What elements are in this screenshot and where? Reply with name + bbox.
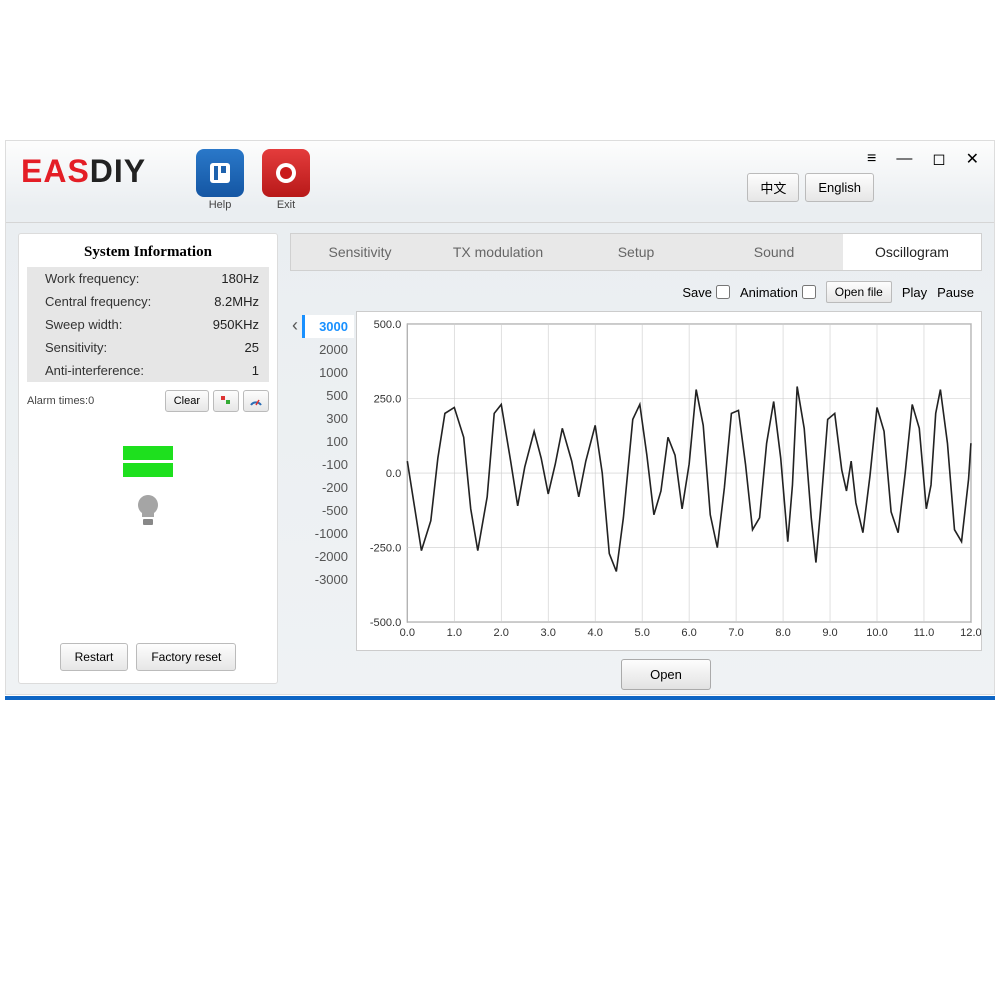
- y-scale-item[interactable]: 2000: [302, 338, 354, 361]
- y-scale-item[interactable]: 500: [302, 384, 354, 407]
- chart-controls: Save Animation Open file Play Pause: [290, 271, 982, 311]
- gauge-icon-button[interactable]: [243, 390, 269, 412]
- y-scale-item[interactable]: -2000: [302, 545, 354, 568]
- sys-row: Sweep width:950KHz: [27, 313, 269, 336]
- svg-text:5.0: 5.0: [634, 627, 649, 639]
- exit-button[interactable]: Exit: [262, 149, 310, 211]
- gauge-icon: [249, 395, 263, 407]
- svg-text:12.0: 12.0: [960, 627, 981, 639]
- svg-text:0.0: 0.0: [400, 627, 415, 639]
- flag-icon-button[interactable]: [213, 390, 239, 412]
- y-scale-item[interactable]: -100: [302, 453, 354, 476]
- logo-part1: EAS: [21, 153, 90, 189]
- exit-label: Exit: [262, 199, 310, 211]
- system-info-title: System Information: [19, 240, 277, 267]
- svg-text:6.0: 6.0: [681, 627, 696, 639]
- header: EASDIY Help Exit 中文 English: [6, 141, 994, 223]
- clear-button[interactable]: Clear: [165, 390, 209, 412]
- play-button[interactable]: Play: [902, 285, 927, 300]
- system-info-table: Work frequency:180Hz Central frequency:8…: [27, 267, 269, 382]
- app-window: ≡ — ◻ ✕ EASDIY Help Exit 中文 Englis: [5, 140, 995, 695]
- oscillogram-chart: 0.0 1.0 2.0 3.0 4.0 5.0 6.0 7.0 8.0 9.0 10.0 11.0 12…: [356, 311, 982, 651]
- help-label: Help: [196, 199, 244, 211]
- svg-text:9.0: 9.0: [822, 627, 837, 639]
- open-button-row: Open: [350, 659, 982, 690]
- collapse-caret-icon[interactable]: ‹: [290, 311, 300, 340]
- svg-text:4.0: 4.0: [587, 627, 602, 639]
- y-scale-item[interactable]: 300: [302, 407, 354, 430]
- tab-sensitivity[interactable]: Sensitivity: [291, 234, 429, 270]
- sidebar: System Information Work frequency:180Hz …: [18, 233, 278, 684]
- svg-text:0.0: 0.0: [386, 468, 401, 480]
- y-scale-item[interactable]: -3000: [302, 568, 354, 591]
- main-area: Sensitivity TX modulation Setup Sound Os…: [290, 233, 982, 684]
- logo-part2: DIY: [90, 153, 146, 189]
- sys-row: Work frequency:180Hz: [27, 267, 269, 290]
- tabs: Sensitivity TX modulation Setup Sound Os…: [290, 233, 982, 271]
- svg-text:-500.0: -500.0: [370, 617, 401, 629]
- green-indicator: [123, 446, 173, 460]
- y-scale-item[interactable]: -200: [302, 476, 354, 499]
- alarm-label: Alarm times:0: [27, 395, 94, 407]
- svg-text:1.0: 1.0: [447, 627, 462, 639]
- header-icons: Help Exit: [196, 149, 310, 211]
- y-scale-item[interactable]: 3000: [302, 315, 354, 338]
- flag-icon: [220, 395, 232, 407]
- sys-row: Sensitivity:25: [27, 336, 269, 359]
- green-indicator: [123, 463, 173, 477]
- animation-checkbox[interactable]: Animation: [740, 285, 816, 300]
- svg-text:11.0: 11.0: [914, 627, 935, 639]
- tab-tx-modulation[interactable]: TX modulation: [429, 234, 567, 270]
- sidebar-bottom-buttons: Restart Factory reset: [19, 643, 277, 671]
- restart-button[interactable]: Restart: [60, 643, 129, 671]
- exit-icon: [262, 149, 310, 197]
- help-button[interactable]: Help: [196, 149, 244, 211]
- sys-row: Anti-interference:1: [27, 359, 269, 382]
- svg-text:250.0: 250.0: [374, 394, 402, 406]
- y-scale-item[interactable]: -500: [302, 499, 354, 522]
- chart-row: ‹ 3000 2000 1000 500 300 100 -100 -200 -…: [290, 311, 982, 651]
- lang-cn-button[interactable]: 中文: [747, 173, 799, 202]
- svg-text:10.0: 10.0: [866, 627, 888, 639]
- tab-oscillogram[interactable]: Oscillogram: [843, 234, 981, 270]
- sys-row: Central frequency:8.2MHz: [27, 290, 269, 313]
- svg-text:-250.0: -250.0: [370, 543, 401, 555]
- svg-text:500.0: 500.0: [374, 319, 402, 331]
- logo: EASDIY: [21, 153, 146, 190]
- y-scale-item[interactable]: -1000: [302, 522, 354, 545]
- svg-text:8.0: 8.0: [775, 627, 790, 639]
- language-buttons: 中文 English: [747, 173, 874, 202]
- y-scale-item[interactable]: 100: [302, 430, 354, 453]
- svg-text:2.0: 2.0: [494, 627, 509, 639]
- help-icon: [196, 149, 244, 197]
- lang-en-button[interactable]: English: [805, 173, 874, 202]
- pause-button[interactable]: Pause: [937, 285, 974, 300]
- tab-setup[interactable]: Setup: [567, 234, 705, 270]
- footer-accent-line: [5, 696, 995, 700]
- save-checkbox[interactable]: Save: [682, 285, 730, 300]
- svg-text:7.0: 7.0: [728, 627, 743, 639]
- y-scale-item[interactable]: 1000: [302, 361, 354, 384]
- body: System Information Work frequency:180Hz …: [6, 223, 994, 694]
- open-file-button[interactable]: Open file: [826, 281, 892, 303]
- open-button[interactable]: Open: [621, 659, 711, 690]
- alarm-row: Alarm times:0 Clear: [19, 382, 277, 416]
- bulb-icon: [19, 491, 277, 536]
- tab-sound[interactable]: Sound: [705, 234, 843, 270]
- y-scale-list: 3000 2000 1000 500 300 100 -100 -200 -50…: [302, 311, 354, 591]
- factory-reset-button[interactable]: Factory reset: [136, 643, 236, 671]
- svg-text:3.0: 3.0: [541, 627, 556, 639]
- indicator-area: [19, 446, 277, 536]
